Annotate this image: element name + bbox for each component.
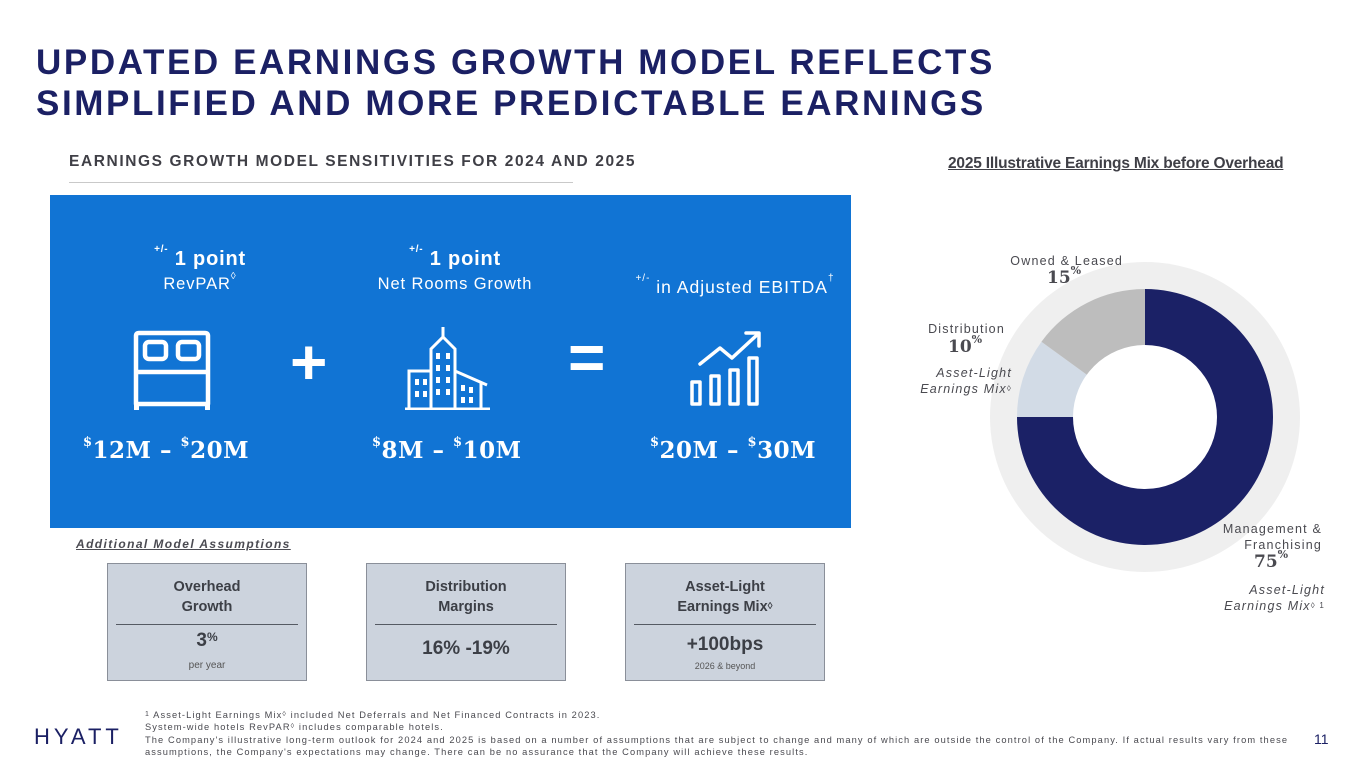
management-label: Management & Franchising [1195,521,1322,553]
distribution-label-1: Distribution [425,579,507,595]
revpar-high-currency: $ [180,435,191,450]
subtitle-divider [69,182,573,183]
footnote-1a: Asset-Light Earnings Mix [153,710,283,720]
net-rooms-header: +/- 1 point Net Rooms Growth [355,244,555,294]
equals-sign: = [568,321,606,393]
management-pct-unit: % [1277,548,1289,561]
asset-light-divider [634,624,816,625]
title-line-1: UPDATED EARNINGS GROWTH MODEL REFLECTS [36,43,995,82]
section-subtitle: EARNINGS GROWTH MODEL SENSITIVITIES FOR … [69,153,637,170]
plus-sign: + [290,326,328,398]
net-rooms-point: 1 point [429,248,501,270]
chart-title: 2025 Illustrative Earnings Mix before Ov… [948,155,1284,172]
net-rooms-high-currency: $ [453,435,463,450]
owned-leased-value: 15 [1047,268,1071,288]
ebitda-header: +/- in Adjusted EBITDA† [620,273,850,298]
overhead-label-1: Overhead [173,579,241,595]
ebitda-range-low: 20M [659,437,719,464]
distribution-pct: 10% [948,333,982,357]
asset-light-mix-card: Asset-Light Earnings Mix◊ +100bps 2026 & … [625,563,825,681]
distribution-label: Distribution [928,322,1005,336]
revpar-range-dash: – [160,437,173,464]
ebitda-mark: † [827,273,835,284]
footnote-2a: System-wide hotels RevPAR [145,722,291,733]
distribution-value: 16% -19% [422,638,510,659]
page-title: UPDATED EARNINGS GROWTH MODEL REFLECTS S… [36,42,995,124]
overhead-value: 3 [196,630,207,651]
ebitda-metric: in Adjusted EBITDA [656,277,828,297]
bed-icon [133,330,211,410]
owned-leased-pct: 15% [1047,264,1081,288]
ebitda-range: $20M – $30M [650,435,817,464]
revpar-metric: RevPAR [163,275,231,293]
management-note: Asset-Light Earnings Mix◊ 1 [1195,582,1325,614]
hyatt-logo-text: HYATT [34,724,123,749]
revpar-range: $12M – $20M [83,435,250,464]
revpar-point: 1 point [174,248,246,270]
footnote-1-number: 1 [145,711,150,718]
footnotes: 1 Asset-Light Earnings Mix◊ included Net… [145,709,1315,758]
overhead-divider [116,624,298,625]
distribution-label-2: Margins [438,599,494,615]
distribution-note: Asset-Light Earnings Mix◊ [900,365,1012,397]
growth-chart-icon [690,331,761,406]
asset-light-mark: ◊ [767,601,773,612]
management-pct: 75% [1254,548,1288,572]
page-number: 11 [1314,731,1329,747]
revpar-range-high: 20M [190,437,250,464]
net-rooms-range-low: 8M [381,437,425,464]
management-note-line-2: Earnings Mix [1224,599,1311,613]
ebitda-high-currency: $ [747,435,758,450]
ebitda-range-high: 30M [757,437,817,464]
management-label-line-1: Management & [1222,522,1322,536]
net-rooms-metric: Net Rooms Growth [377,275,533,293]
revpar-prefix: +/- [154,244,169,255]
overhead-unit: % [206,630,218,644]
earnings-mix-donut [990,262,1300,572]
revpar-header: +/- 1 point RevPAR◊ [120,244,280,294]
ebitda-low-currency: $ [650,435,660,450]
distribution-note-line-2: Earnings Mix [920,382,1007,396]
revpar-range-low: 12M [92,437,152,464]
overhead-label-2: Growth [181,599,233,615]
overhead-growth-card: Overhead Growth 3% per year [107,563,307,681]
revpar-mark: ◊ [230,271,237,282]
asset-light-label-2: Earnings Mix [677,599,768,615]
overhead-note: per year [188,660,226,671]
net-rooms-range-dash: – [432,437,445,464]
distribution-margins-card: Distribution Margins 16% -19% [366,563,566,681]
revpar-low-currency: $ [83,435,93,450]
sensitivity-panel: +/- 1 point RevPAR◊ +/- 1 point Net Room… [50,195,851,528]
ebitda-prefix: +/- [635,273,651,284]
owned-leased-unit: % [1070,264,1082,277]
distribution-pct-unit: % [971,333,983,346]
management-pct-value: 75 [1254,552,1278,572]
distribution-pct-value: 10 [948,337,972,357]
asset-light-value: +100bps [686,634,764,655]
distribution-divider [375,624,557,625]
distribution-note-line-1: Asset-Light [936,366,1012,380]
hyatt-logo: HYATT [34,724,123,749]
net-rooms-range-high: 10M [462,437,522,464]
footnote-2-mark: ◊ [290,723,296,731]
management-note-line-1: Asset-Light [1249,583,1325,597]
footnote-1-mark: ◊ [282,711,287,718]
management-label-line-2: Franchising [1244,538,1322,552]
management-note-mark: ◊ 1 [1310,601,1325,610]
footnote-3: The Company's illustrative long-term out… [145,734,1289,757]
buildings-icon [405,327,490,410]
footnote-1b: included Net Deferrals and Net Financed … [290,710,601,720]
title-line-2: SIMPLIFIED AND MORE PREDICTABLE EARNINGS [36,84,986,123]
distribution-note-mark: ◊ [1006,384,1012,393]
asset-light-note: 2026 & beyond [694,661,756,671]
net-rooms-low-currency: $ [372,435,382,450]
net-rooms-prefix: +/- [409,244,424,255]
donut-hole [1073,345,1217,489]
net-rooms-range: $8M – $10M [372,435,522,464]
footnote-2b: includes comparable hotels. [298,722,444,733]
assumptions-heading: Additional Model Assumptions [76,537,291,551]
asset-light-label-1: Asset-Light [685,579,765,595]
ebitda-range-dash: – [727,437,740,464]
owned-leased-label: Owned & Leased [1010,254,1123,268]
